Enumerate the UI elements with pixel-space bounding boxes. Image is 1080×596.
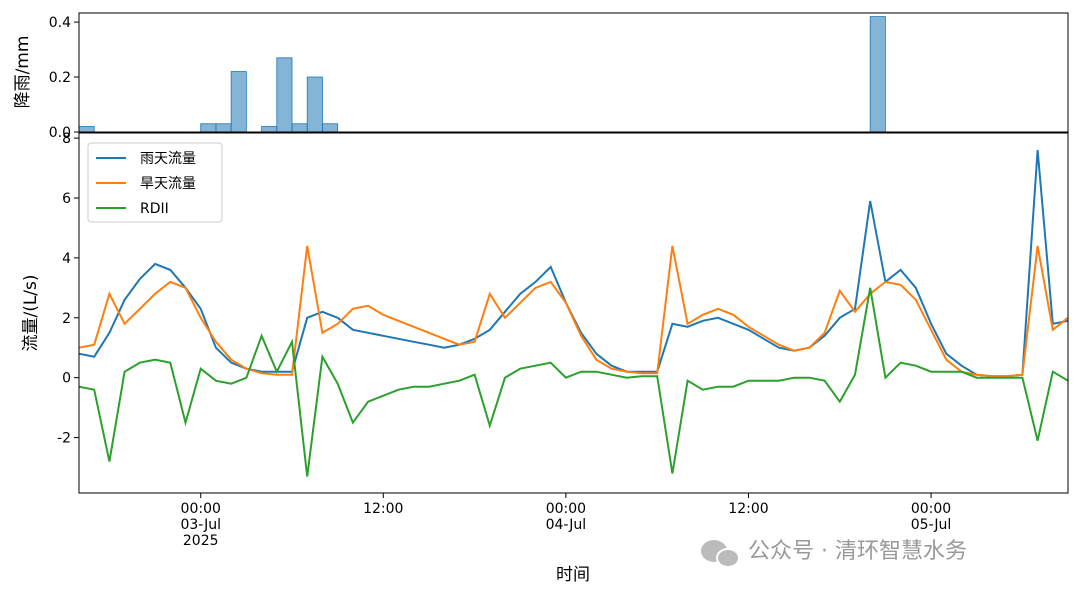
line: [78, 287, 1069, 477]
x-tick-label: 00:00 04-Jul: [545, 501, 587, 533]
bar: [322, 123, 339, 133]
y-tick-label: 0: [62, 371, 71, 387]
y-tick-label: 6: [62, 191, 71, 207]
y-tick-label: 4: [62, 251, 71, 267]
bar: [306, 76, 323, 133]
legend-label: RDII: [140, 201, 169, 217]
y-axis-label: 流量/(L/s): [21, 274, 41, 351]
bar: [869, 16, 886, 133]
line: [78, 245, 1069, 378]
y-tick-label: 0.0: [49, 125, 71, 141]
bar: [200, 123, 217, 133]
bar: [276, 57, 293, 133]
y-tick-label: 8: [62, 131, 71, 147]
legend-label: 旱天流量: [140, 176, 196, 192]
bar: [215, 123, 232, 133]
x-tick-label: 00:00 03-Jul 2025: [180, 501, 221, 549]
y-axis-label: 降雨/mm: [13, 36, 33, 109]
line: [78, 150, 1069, 378]
y-tick-label: 0.4: [49, 15, 71, 31]
bar: [230, 71, 247, 133]
bar: [291, 123, 308, 133]
legend-label: 雨天流量: [140, 151, 196, 167]
x-tick-label: 12:00: [363, 501, 404, 517]
legend-box: [87, 142, 223, 223]
watermark: 公众号 · 清环智慧水务: [748, 539, 967, 564]
x-axis-label: 时间: [556, 565, 590, 585]
plot-frame: [78, 12, 1069, 133]
plot-frame: [78, 132, 1069, 494]
y-tick-label: -2: [57, 431, 71, 447]
x-tick-label: 12:00: [728, 501, 769, 517]
x-tick-label: 00:00 05-Jul: [910, 501, 952, 533]
y-tick-label: 0.2: [49, 70, 71, 86]
bar: [261, 126, 278, 133]
y-tick-label: 2: [62, 311, 71, 327]
bar: [78, 126, 95, 133]
watermark-icon: [701, 540, 740, 568]
